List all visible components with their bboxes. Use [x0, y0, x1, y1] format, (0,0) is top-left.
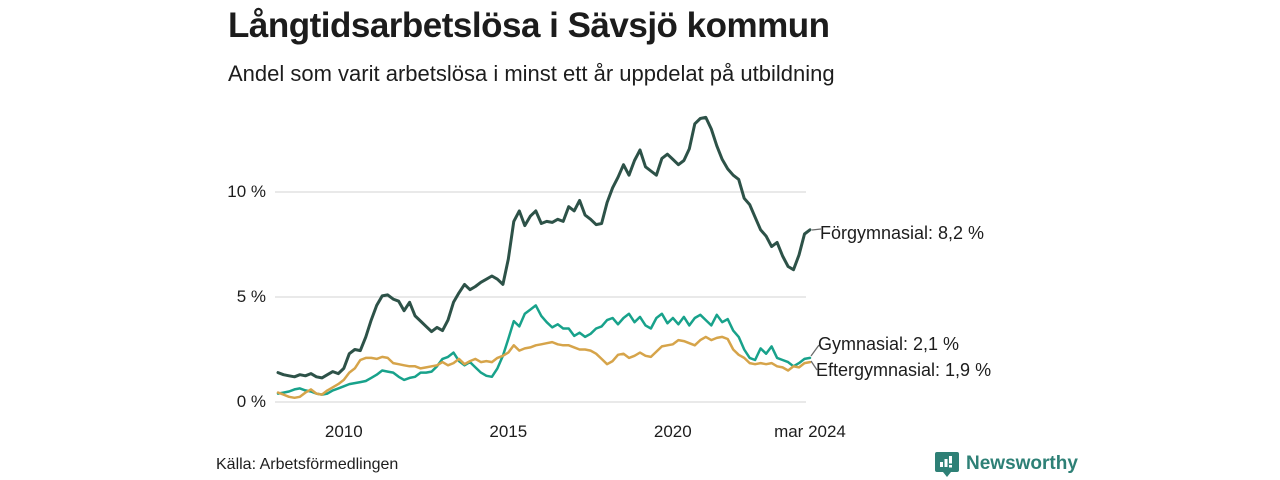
- brand-name: Newsworthy: [966, 453, 1078, 474]
- x-axis-tick-2020: 2020: [653, 422, 692, 441]
- chart-title: Långtidsarbetslösa i Sävsjö kommun: [228, 6, 830, 45]
- x-axis-tick-mar-2024: mar 2024: [774, 422, 846, 441]
- line-chart: [275, 115, 822, 403]
- gridlines: [275, 191, 806, 403]
- y-axis-tick-5: 5 %: [236, 287, 266, 306]
- connector-eftergymnasial: [810, 360, 818, 371]
- x-axis-tick-2015: 2015: [489, 422, 528, 441]
- series-line-förgymnasial: [276, 115, 812, 380]
- series-lines: [276, 115, 812, 400]
- connector-forgymnasial: [811, 228, 822, 231]
- y-axis-tick-10: 10 %: [227, 182, 266, 201]
- series-line-eftergymnasial: [276, 335, 812, 400]
- connector-gymnasial: [810, 344, 820, 357]
- series-line-gymnasial: [276, 304, 812, 396]
- series-label-gymnasial: Gymnasial: 2,1 %: [818, 334, 960, 354]
- series-label-eftergymnasial: Eftergymnasial: 1,9 %: [816, 360, 992, 380]
- chart-subtitle: Andel som varit arbetslösa i minst ett å…: [228, 61, 835, 86]
- label-connectors: [810, 228, 822, 371]
- brand: Newsworthy: [935, 451, 1078, 477]
- bar-chart-pin-icon: [935, 452, 959, 477]
- source-note: Källa: Arbetsförmedlingen: [216, 456, 399, 473]
- series-label-forgymnasial: Förgymnasial: 8,2 %: [820, 223, 985, 243]
- y-axis-tick-0: 0 %: [236, 392, 266, 411]
- x-axis-tick-2010: 2010: [324, 422, 363, 441]
